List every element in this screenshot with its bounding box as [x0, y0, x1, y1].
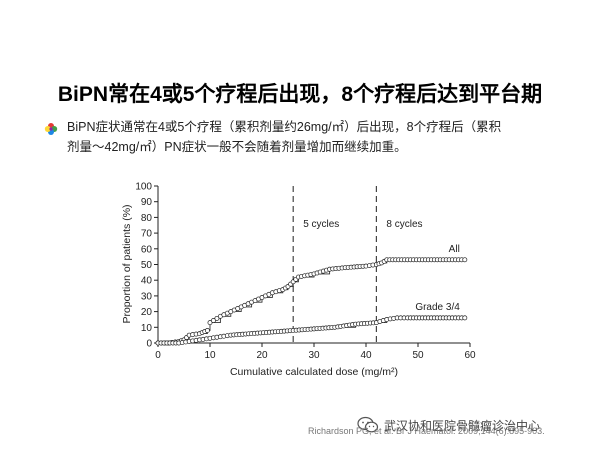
y-tick-label: 100 [135, 182, 152, 193]
watermark: 武汉协和医院骨髓瘤诊治中心 [357, 416, 540, 434]
citation: Richardson PG, et al. Br J Haematol. 200… [308, 426, 545, 436]
y-tick-label: 20 [141, 307, 153, 318]
series-group: All Grade 3/4 [155, 244, 468, 346]
x-tick-label: 30 [308, 350, 320, 361]
y-tick-label: 10 [141, 323, 153, 334]
y-tick-label: 70 [141, 229, 153, 240]
reference-line-label: 8 cycles [386, 219, 422, 230]
reference-line-label: 5 cycles [303, 219, 339, 230]
x-axis-label: Cumulative calculated dose (mg/m²) [230, 366, 398, 378]
reference-lines: 5 cycles 8 cycles [292, 186, 423, 343]
x-tick-label: 10 [204, 350, 216, 361]
y-ticks: 0 10 20 30 40 50 60 70 80 90 100 [135, 182, 158, 350]
watermark-text: 武汉协和医院骨髓瘤诊治中心 [384, 418, 541, 433]
series-label: Grade 3/4 [415, 302, 460, 313]
data-point [211, 318, 216, 323]
y-tick-label: 90 [141, 197, 153, 208]
y-tick-label: 50 [141, 260, 153, 271]
wechat-icon [357, 416, 379, 433]
x-tick-label: 0 [155, 350, 161, 361]
data-point [204, 327, 210, 333]
data-point [462, 257, 468, 263]
y-tick-label: 80 [141, 213, 153, 224]
x-tick-label: 20 [256, 350, 268, 361]
bullet-line: BiPN症状通常在4或5个疗程（累积剂量约26mg/㎡）后出现，8个疗程后（累积 [67, 120, 502, 134]
y-tick-label: 60 [141, 244, 153, 255]
y-tick-label: 40 [141, 276, 153, 287]
x-tick-label: 50 [412, 350, 424, 361]
series-label: All [449, 244, 460, 255]
y-tick-label: 0 [146, 339, 152, 350]
y-axis-label: Proportion of patients (%) [121, 204, 133, 323]
series-grade-3-4: Grade 3/4 [155, 302, 468, 346]
slide-title: BiPN常在4或5个疗程后出现，8个疗程后达到平台期 [57, 83, 543, 106]
series-all: All [155, 244, 468, 346]
x-ticks: 0 10 20 30 40 50 60 [155, 343, 476, 361]
data-point [214, 315, 220, 321]
bullet-paragraph: BiPN症状通常在4或5个疗程（累积剂量约26mg/㎡）后出现，8个疗程后（累积… [67, 117, 567, 157]
data-point [207, 320, 213, 326]
bullet-line: 剂量～42mg/㎡）PN症状一般不会随着剂量增加而继续加重。 [67, 140, 407, 154]
y-tick-label: 30 [141, 291, 153, 302]
colorful-flower-bullet-icon [44, 123, 58, 135]
x-tick-label: 60 [464, 350, 476, 361]
x-tick-label: 40 [360, 350, 372, 361]
data-point [462, 315, 468, 321]
